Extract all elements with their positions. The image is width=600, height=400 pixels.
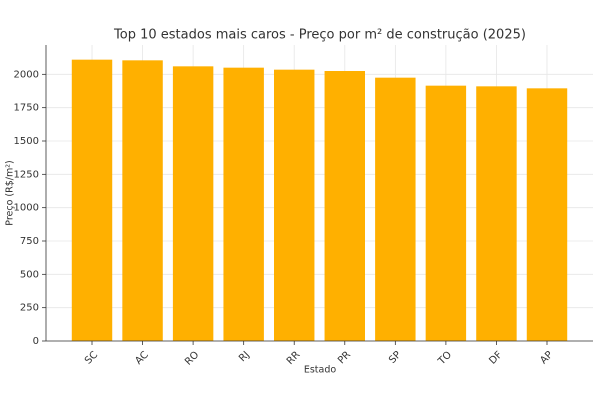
y-tick-label: 750 (20, 236, 39, 247)
bar (324, 71, 365, 341)
x-tick-label: RR (285, 349, 303, 367)
y-tick-label: 500 (20, 269, 39, 280)
x-tick-label: PR (336, 349, 353, 366)
chart-title: Top 10 estados mais caros - Preço por m²… (113, 28, 526, 43)
y-axis-label: Preço (R$/m²) (5, 160, 16, 225)
y-tick-label: 1500 (14, 136, 39, 147)
x-tick-label: SP (387, 349, 404, 366)
bar (274, 69, 315, 342)
bar (526, 88, 568, 341)
bar (223, 67, 264, 342)
bar (71, 59, 113, 342)
y-tick-label: 2000 (14, 69, 39, 80)
bar (425, 85, 467, 342)
x-tick-label: AP (538, 349, 555, 366)
y-tick-label: 1000 (14, 203, 39, 214)
y-tick-label: 1750 (14, 103, 39, 114)
x-tick-label: SC (83, 349, 100, 366)
x-tick-label: RJ (237, 349, 252, 364)
x-tick-label: RO (183, 349, 201, 367)
x-tick-label: AC (133, 349, 150, 366)
x-tick-label: TO (436, 349, 454, 367)
y-tick-label: 1250 (14, 169, 39, 180)
bar (122, 60, 163, 341)
bar (172, 66, 214, 341)
x-tick-label: DF (487, 349, 504, 366)
y-tick-label: 250 (20, 303, 39, 314)
bar (375, 77, 416, 342)
x-axis-label: Estado (304, 365, 337, 376)
bar (476, 86, 517, 341)
y-tick-label: 0 (33, 336, 39, 347)
